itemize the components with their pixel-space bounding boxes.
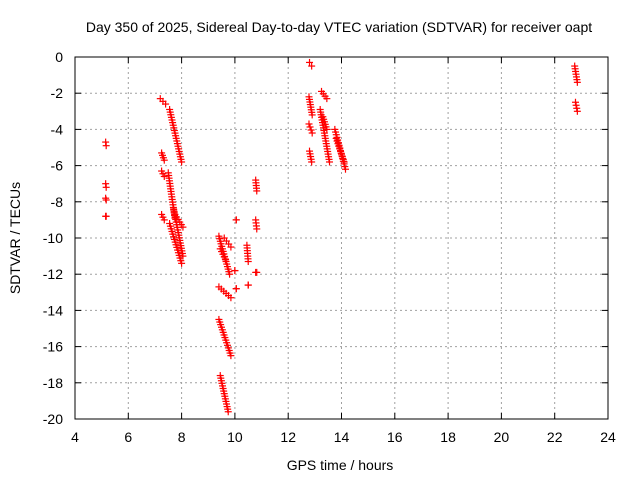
x-tick-label: 6	[124, 429, 132, 445]
y-axis-tick-labels: 0 -2 -4 -6 -8 -10 -12 -14 -16 -18 -20	[43, 49, 63, 427]
y-tick-label: -4	[51, 121, 64, 137]
data-point-marker	[227, 294, 235, 302]
data-point-marker	[160, 172, 168, 180]
x-tick-label: 8	[178, 429, 186, 445]
data-point-marker	[102, 196, 110, 204]
data-point-marker	[572, 101, 580, 109]
y-tick-label: -14	[43, 302, 63, 318]
data-point-marker	[253, 225, 261, 233]
x-tick-label: 24	[600, 429, 616, 445]
data-point-marker	[306, 123, 314, 131]
x-axis-label: GPS time / hours	[287, 457, 394, 473]
y-tick-label: -20	[43, 411, 63, 427]
data-point-marker	[227, 243, 235, 251]
data-point-marker	[162, 100, 170, 108]
y-tick-label: -8	[51, 194, 64, 210]
data-point-marker	[232, 216, 240, 224]
data-point-marker	[224, 408, 232, 416]
x-tick-label: 10	[227, 429, 243, 445]
data-point-marker	[179, 252, 187, 260]
y-tick-label: 0	[55, 49, 63, 65]
data-point-marker	[244, 281, 252, 289]
y-tick-label: -2	[51, 85, 64, 101]
x-tick-label: 18	[440, 429, 456, 445]
data-point-marker	[340, 158, 348, 166]
data-point-marker	[102, 212, 110, 220]
data-point-marker	[160, 216, 168, 224]
y-tick-label: -12	[43, 266, 63, 282]
data-point-marker	[102, 183, 110, 191]
data-point-marker	[222, 256, 230, 264]
y-tick-label: -16	[43, 339, 63, 355]
data-point-marker	[102, 142, 110, 150]
data-point-marker	[253, 268, 261, 276]
chart-title: Day 350 of 2025, Sidereal Day-to-day VTE…	[86, 19, 592, 35]
data-point-marker	[308, 129, 316, 137]
data-point-marker	[253, 187, 261, 195]
data-point-marker	[341, 165, 349, 173]
x-tick-label: 12	[280, 429, 296, 445]
data-points	[102, 58, 581, 416]
data-point-marker	[571, 98, 579, 106]
data-point-marker	[179, 223, 187, 231]
data-point-marker	[307, 126, 315, 134]
data-point-marker	[305, 120, 313, 128]
data-point-marker	[160, 156, 168, 164]
data-point-marker	[178, 259, 186, 267]
data-point-marker	[232, 285, 240, 293]
data-point-marker	[323, 95, 331, 103]
x-axis-tick-labels: 4 6 8 10 12 14 16 18 20 22 24	[71, 429, 616, 445]
data-point-marker	[178, 158, 186, 166]
data-point-marker	[573, 78, 581, 86]
axis-ticks	[74, 56, 609, 420]
x-tick-label: 4	[71, 429, 79, 445]
data-point-marker	[308, 62, 316, 70]
data-point-marker	[308, 158, 316, 166]
x-tick-label: 14	[334, 429, 350, 445]
x-tick-label: 22	[547, 429, 563, 445]
data-point-marker	[306, 58, 314, 66]
y-tick-label: -18	[43, 375, 63, 391]
data-point-marker	[226, 270, 234, 278]
x-tick-label: 16	[387, 429, 403, 445]
data-point-marker	[227, 352, 235, 360]
data-point-marker	[326, 158, 334, 166]
grid-lines	[75, 57, 608, 419]
data-point-marker	[323, 125, 331, 133]
data-point-marker	[244, 258, 252, 266]
data-point-marker	[308, 111, 316, 119]
y-tick-label: -6	[51, 158, 64, 174]
y-axis-label: SDTVAR / TECUs	[7, 182, 23, 294]
x-tick-label: 20	[494, 429, 510, 445]
y-tick-label: -10	[43, 230, 63, 246]
data-point-marker	[573, 107, 581, 115]
data-point-marker	[231, 267, 239, 275]
data-point-marker	[573, 104, 581, 112]
